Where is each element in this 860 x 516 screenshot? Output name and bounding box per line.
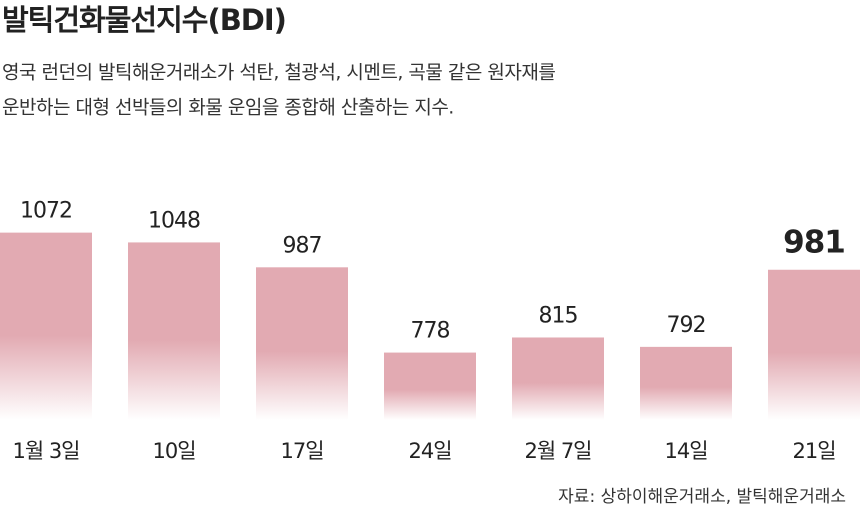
bar xyxy=(256,267,348,420)
bar xyxy=(384,352,476,420)
bar xyxy=(768,269,860,420)
value-label: 815 xyxy=(539,303,578,328)
value-label: 981 xyxy=(783,224,845,260)
subtitle: 운반하는 대형 선박들의 화물 운임을 종합해 산출하는 지수. xyxy=(2,97,454,119)
x-tick-label: 1월 3일 xyxy=(12,439,79,463)
x-tick-label: 2월 7일 xyxy=(524,439,591,463)
x-tick-label: 14일 xyxy=(664,439,707,463)
value-label: 792 xyxy=(667,313,706,338)
x-tick-label: 17일 xyxy=(280,439,323,463)
bar xyxy=(128,242,220,420)
source: 자료: 상하이해운거래소, 발틱해운거래소 xyxy=(558,487,846,507)
value-label: 1048 xyxy=(148,208,200,233)
value-label: 778 xyxy=(411,319,450,344)
value-label: 987 xyxy=(283,233,322,258)
x-tick-label: 10일 xyxy=(152,439,195,463)
x-tick-label: 21일 xyxy=(792,439,835,463)
value-label: 1072 xyxy=(20,199,72,224)
bar xyxy=(0,232,92,420)
chart-title: 발틱건화물선지수(BDI) xyxy=(2,3,286,37)
bar xyxy=(512,337,604,420)
x-tick-label: 24일 xyxy=(408,439,451,463)
bar xyxy=(640,346,732,420)
subtitle: 영국 런던의 발틱해운거래소가 석탄, 철광석, 시멘트, 곡물 같은 원자재를 xyxy=(2,62,555,84)
